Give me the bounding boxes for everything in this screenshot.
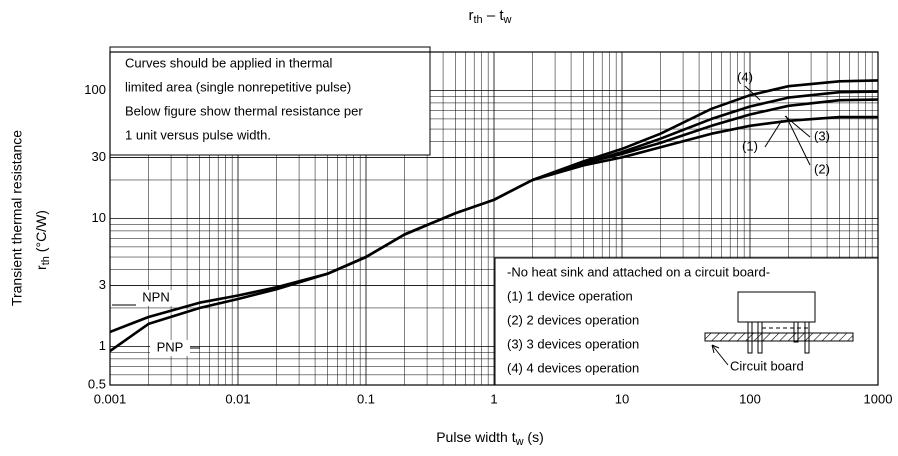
- label-bg: [136, 290, 176, 306]
- curves: [109, 79, 879, 353]
- board: [704, 332, 854, 342]
- line-series: [532, 90, 879, 182]
- x-tick-label: 10: [615, 391, 629, 406]
- board-label: Circuit board: [730, 358, 804, 373]
- series-label: NPN: [142, 289, 169, 304]
- series-label: (1): [742, 138, 758, 153]
- x-tick-label: 1: [490, 391, 497, 406]
- x-tick-label: 100: [739, 391, 761, 406]
- chip: [737, 291, 816, 323]
- y-tick-label: 1: [99, 338, 106, 353]
- leader-line: [764, 119, 783, 148]
- chip-leg: [757, 340, 763, 354]
- chip-leg: [804, 340, 810, 354]
- note-box: [109, 46, 431, 156]
- notes: Curves should be applied in thermal limit…: [109, 46, 879, 386]
- series-label: PNP: [157, 339, 184, 354]
- note-text: Below figure show thermal resistance per: [125, 103, 363, 118]
- legend-text: (3) 3 devices operation: [507, 336, 639, 351]
- x-axis-label: Pulse width tw (s): [436, 429, 544, 448]
- y-axis-unit: rth (°C/W): [33, 210, 52, 270]
- series-label: (2): [814, 161, 830, 176]
- leader-line: [784, 115, 811, 138]
- line-series: [109, 178, 534, 334]
- legend-text: (4) 4 devices operation: [507, 360, 639, 375]
- y-tick-label: 100: [84, 82, 106, 97]
- line-series: [109, 178, 534, 353]
- chip-leg: [793, 321, 799, 343]
- arrow: [711, 344, 729, 366]
- x-tick-label: 0.01: [225, 391, 250, 406]
- x-tick-label: 0.001: [94, 391, 127, 406]
- y-axis-label: Transient thermal resistance: [9, 130, 25, 306]
- y-tick-label: 3: [99, 277, 106, 292]
- leader-line: [785, 115, 811, 166]
- leader-line: [744, 85, 761, 101]
- line-series: [532, 115, 878, 182]
- plot-frame: [109, 51, 879, 386]
- y-tick-label: 0.5: [88, 376, 106, 391]
- note-text: Curves should be applied in thermal: [125, 55, 333, 70]
- series-label: (3): [814, 128, 830, 143]
- line-series: [532, 79, 879, 182]
- y-tick-label: 10: [92, 210, 106, 225]
- note-text: limited area (single nonrepetitive pulse…: [125, 79, 351, 94]
- x-tick-label: 1000: [864, 391, 893, 406]
- x-tick-label: 0.1: [357, 391, 375, 406]
- legend-text: (2) 2 devices operation: [507, 312, 639, 327]
- chip-leg: [747, 340, 753, 354]
- series-label: (4): [737, 69, 753, 84]
- label-bg: [150, 340, 190, 356]
- chart-title: rth – tw: [469, 7, 512, 26]
- note-text: 1 unit versus pulse width.: [125, 127, 271, 142]
- y-tick-label: 30: [92, 149, 106, 164]
- legend-text: (1) 1 device operation: [507, 288, 633, 303]
- legend-text: -No heat sink and attached on a circuit …: [507, 264, 770, 279]
